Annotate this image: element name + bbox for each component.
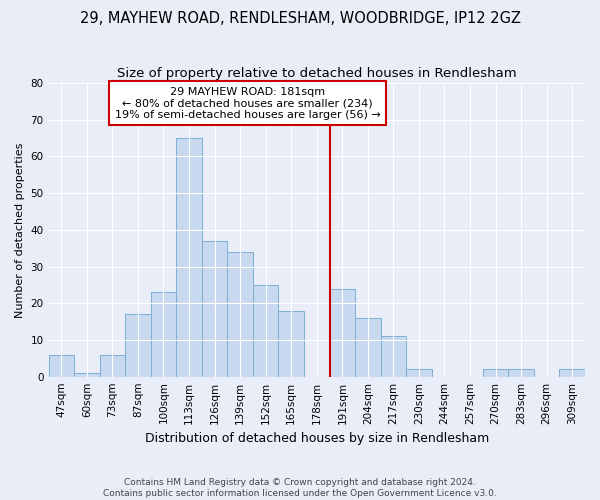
Y-axis label: Number of detached properties: Number of detached properties [15,142,25,318]
Text: 29, MAYHEW ROAD, RENDLESHAM, WOODBRIDGE, IP12 2GZ: 29, MAYHEW ROAD, RENDLESHAM, WOODBRIDGE,… [79,11,521,26]
Bar [151,292,176,376]
Bar [380,336,406,376]
Bar [559,370,585,376]
Title: Size of property relative to detached houses in Rendlesham: Size of property relative to detached ho… [117,68,517,80]
Text: 29 MAYHEW ROAD: 181sqm
← 80% of detached houses are smaller (234)
19% of semi-de: 29 MAYHEW ROAD: 181sqm ← 80% of detached… [115,86,380,120]
Bar [483,370,508,376]
Bar [176,138,202,376]
Bar [278,310,304,376]
Bar [355,318,380,376]
Bar [100,354,125,376]
Bar [49,354,74,376]
Bar [74,373,100,376]
Bar [227,252,253,376]
Bar [125,314,151,376]
Bar [253,285,278,376]
Bar [508,370,534,376]
Bar [329,288,355,376]
Bar [202,241,227,376]
X-axis label: Distribution of detached houses by size in Rendlesham: Distribution of detached houses by size … [145,432,489,445]
Bar [406,370,432,376]
Text: Contains HM Land Registry data © Crown copyright and database right 2024.
Contai: Contains HM Land Registry data © Crown c… [103,478,497,498]
